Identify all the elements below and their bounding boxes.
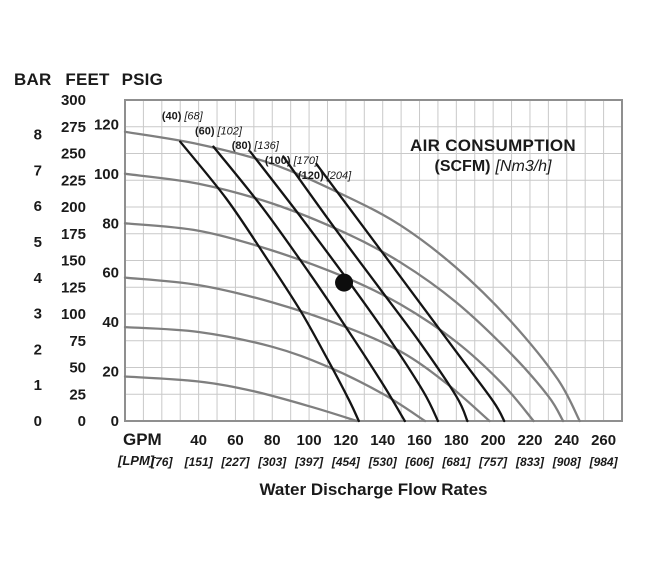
air-curve-label: (100) [170] xyxy=(265,155,319,167)
y-tick-feet: 25 xyxy=(69,386,86,403)
air-curve xyxy=(179,140,360,423)
operating-point-dot xyxy=(335,273,354,292)
y-tick-feet: 50 xyxy=(69,360,86,377)
y-tick-feet: 125 xyxy=(61,279,86,296)
x-axis-lpm-unit: [LPM] xyxy=(118,453,155,468)
x-tick-gpm: 120 xyxy=(333,432,358,449)
x-tick-lpm: [757] xyxy=(478,455,508,469)
feet-axis-label: FEET xyxy=(65,70,110,89)
y-tick-psig: 20 xyxy=(102,364,119,381)
x-tick-lpm: [227] xyxy=(220,455,250,469)
y-tick-bar: 4 xyxy=(34,270,43,287)
plot-border xyxy=(124,99,623,422)
y-tick-psig: 0 xyxy=(111,413,119,430)
y-tick-psig: 40 xyxy=(102,314,119,331)
y-tick-feet: 100 xyxy=(61,306,86,323)
psig-axis-label: PSIG xyxy=(121,70,163,89)
air-curve xyxy=(212,145,406,423)
y-tick-feet: 300 xyxy=(61,92,86,109)
x-axis-caption: Water Discharge Flow Rates xyxy=(259,480,488,499)
x-tick-gpm: 80 xyxy=(264,432,281,449)
y-tick-bar: 7 xyxy=(34,162,42,179)
chart-title-nm3h: [Nm3/h] xyxy=(495,158,552,175)
x-tick-gpm: 140 xyxy=(370,432,395,449)
chart-title-line2: (SCFM) [Nm3/h] xyxy=(368,158,618,176)
x-tick-gpm: 260 xyxy=(591,432,616,449)
air-curve xyxy=(249,150,440,423)
x-tick-lpm: [833] xyxy=(515,455,545,469)
y-tick-psig: 100 xyxy=(94,166,119,183)
y-tick-bar: 3 xyxy=(34,306,42,323)
x-axis-gpm-unit: GPM xyxy=(123,430,162,449)
x-tick-lpm: [303] xyxy=(257,455,287,469)
pump-curve xyxy=(123,172,565,423)
pump-curve xyxy=(123,375,359,423)
x-tick-lpm: [397] xyxy=(294,455,324,469)
pump-curve xyxy=(123,222,535,423)
y-tick-feet: 200 xyxy=(61,199,86,216)
x-tick-lpm: [984] xyxy=(589,455,619,469)
y-tick-bar: 0 xyxy=(34,413,42,430)
x-tick-lpm: [530] xyxy=(368,455,398,469)
y-tick-psig: 80 xyxy=(102,215,119,232)
x-tick-gpm: 160 xyxy=(407,432,432,449)
x-tick-lpm: [454] xyxy=(331,455,361,469)
x-tick-lpm: [908] xyxy=(552,455,582,469)
y-tick-feet: 150 xyxy=(61,253,86,270)
x-tick-lpm: [76] xyxy=(150,455,173,469)
y-tick-bar: 1 xyxy=(34,377,42,394)
chart-title-line1: AIR CONSUMPTION xyxy=(410,136,576,155)
chart-title: AIR CONSUMPTION (SCFM) [Nm3/h] xyxy=(368,136,618,176)
pump-curve xyxy=(123,276,491,423)
y-axis-units-header: BAR FEET PSIG xyxy=(14,70,163,90)
y-tick-bar: 2 xyxy=(34,341,42,358)
x-tick-lpm: [681] xyxy=(441,455,471,469)
bar-axis-label: BAR xyxy=(14,70,52,89)
air-curve-label: (80) [136] xyxy=(232,140,280,152)
pump-curve xyxy=(123,325,427,423)
y-tick-psig: 60 xyxy=(102,265,119,282)
x-tick-gpm: 240 xyxy=(554,432,579,449)
air-curve-label: (120) [204] xyxy=(298,170,352,182)
y-tick-feet: 250 xyxy=(61,146,86,163)
air-curve xyxy=(282,155,469,423)
y-tick-feet: 225 xyxy=(61,172,86,189)
y-tick-feet: 175 xyxy=(61,226,86,243)
x-tick-lpm: [606] xyxy=(405,455,435,469)
y-tick-psig: 120 xyxy=(94,116,119,133)
y-tick-bar: 5 xyxy=(34,234,42,251)
y-tick-feet: 75 xyxy=(69,333,86,350)
air-curve xyxy=(315,162,506,423)
y-tick-feet: 0 xyxy=(78,413,86,430)
x-tick-gpm: 180 xyxy=(444,432,469,449)
pump-curve xyxy=(123,130,581,423)
x-tick-gpm: 40 xyxy=(190,432,207,449)
x-tick-gpm: 200 xyxy=(481,432,506,449)
x-tick-gpm: 60 xyxy=(227,432,244,449)
x-tick-lpm: [151] xyxy=(184,455,214,469)
air-curve-label: (60) [102] xyxy=(195,125,243,137)
y-tick-bar: 6 xyxy=(34,198,42,215)
y-tick-feet: 275 xyxy=(61,119,86,136)
chart-title-scfm: (SCFM) xyxy=(434,158,491,175)
x-tick-gpm: 100 xyxy=(297,432,322,449)
air-curve-label: (40) [68] xyxy=(162,110,204,122)
y-tick-bar: 8 xyxy=(34,127,42,144)
x-tick-gpm: 220 xyxy=(517,432,542,449)
